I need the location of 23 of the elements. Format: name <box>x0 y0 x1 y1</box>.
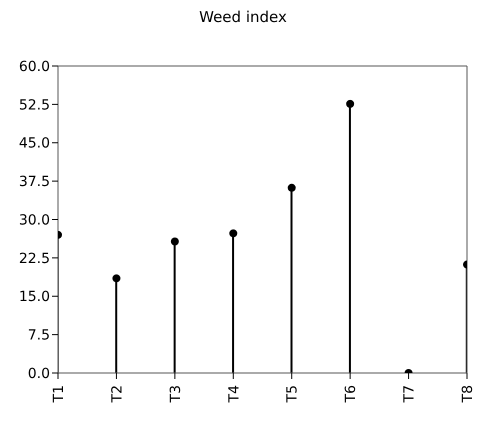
point <box>346 100 354 108</box>
x-tick-label: T8 <box>460 385 476 404</box>
y-tick-label: 45.0 <box>18 136 50 152</box>
x-tick-label: T5 <box>284 385 301 404</box>
point <box>112 274 120 282</box>
y-tick-label: 0.0 <box>28 366 50 382</box>
x-tick-label: T7 <box>402 385 418 404</box>
y-tick-label: 52.5 <box>18 97 50 114</box>
x-tick-label: T2 <box>109 385 126 404</box>
x-tick-label: T4 <box>226 384 242 404</box>
point <box>170 238 179 246</box>
y-tick-label: 60.0 <box>18 58 50 75</box>
y-tick-label: 37.5 <box>18 174 50 190</box>
x-tick-label: T6 <box>343 384 360 404</box>
x-tick-label: T1 <box>51 385 67 404</box>
point <box>288 184 296 192</box>
point <box>229 229 238 238</box>
y-tick-label: 15.0 <box>18 289 50 306</box>
y-tick-label: 30.0 <box>18 212 50 228</box>
y-tick-label: 22.5 <box>18 250 50 267</box>
y-tick-label: 7.5 <box>28 328 50 344</box>
chart-title: Weed index <box>198 8 288 28</box>
x-tick-label: T3 <box>168 385 184 404</box>
